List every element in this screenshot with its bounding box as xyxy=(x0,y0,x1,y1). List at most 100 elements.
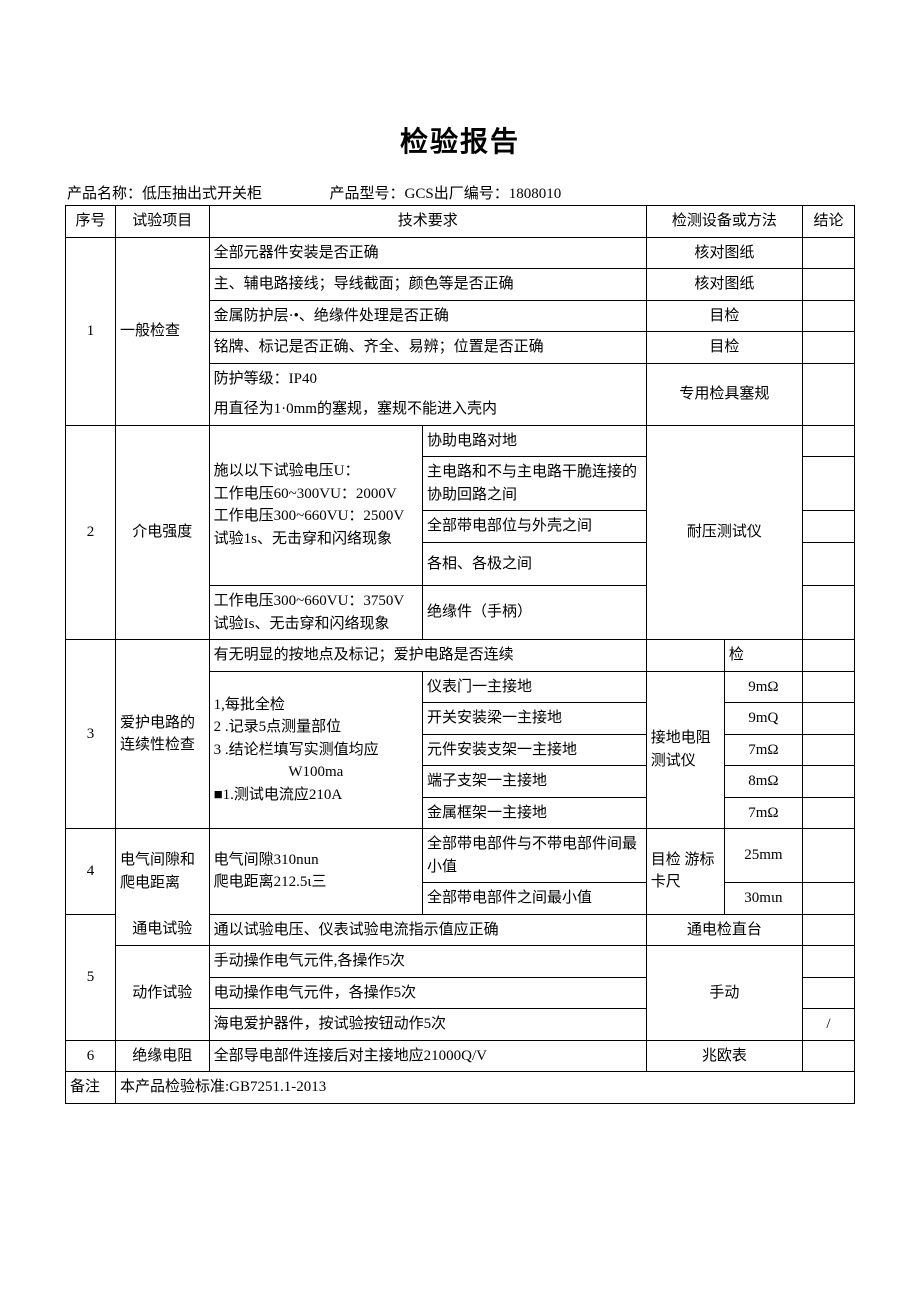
method-3-top: 检 xyxy=(724,640,802,672)
conc-1-2 xyxy=(802,269,854,301)
val-4-2: 30mιn xyxy=(724,883,802,915)
report-title: 检验报告 xyxy=(65,120,855,160)
header-method: 检测设备或方法 xyxy=(646,206,802,238)
req-3-top: 有无明显的按地点及标记；爱护电路是否连续 xyxy=(209,640,646,672)
seq-6: 6 xyxy=(66,1040,116,1072)
product-name-label: 产品名称： xyxy=(67,182,142,203)
req-4-left: 电气间隙310nun 爬电距离212.5ι三 xyxy=(209,829,422,915)
conc-5-2 xyxy=(802,977,854,1009)
req-4-left-b: 爬电距离212.5ι三 xyxy=(214,871,418,894)
table-row: 1 一般检查 全部元器件安装是否正确 核对图纸 xyxy=(66,237,855,269)
req-3-left-d: W100ma xyxy=(214,761,418,784)
req-2-left1d: 试验1s、无击穿和闪络现象 xyxy=(214,528,418,551)
req-2-right5: 绝缘件（手柄） xyxy=(423,586,647,640)
req-3-left: 1,每批全检 2 .记录5点测量部位 3 .结论栏填写实测值均应 W100ma … xyxy=(209,671,422,829)
method-1-4: 目检 xyxy=(646,332,802,364)
req-4-r2: 全部带电部件之间最小值 xyxy=(423,883,647,915)
conc-5-1 xyxy=(802,946,854,978)
seq-1: 1 xyxy=(66,237,116,425)
table-row: 5 通电试验 通以试验电压、仪表试验电流指示值应正确 通电检直台 xyxy=(66,914,855,946)
req-2-right1: 协助电路对地 xyxy=(423,425,647,457)
method-3: 接地电阻测试仪 xyxy=(646,671,724,829)
conc-4-1 xyxy=(802,829,854,883)
conc-1-4 xyxy=(802,332,854,364)
req-3-r3: 元件安装支架一主接地 xyxy=(423,734,647,766)
conc-3-5 xyxy=(802,797,854,829)
header-req: 技术要求 xyxy=(209,206,646,238)
item-4: 电气间隙和爬电距离 xyxy=(115,829,209,915)
req-2-left2b: 试验Is、无击穿和闪络现象 xyxy=(214,613,418,636)
val-3-4: 8mΩ xyxy=(724,766,802,798)
table-row: 6 绝缘电阻 全部导电部件连接后对主接地应21000Q/V 兆欧表 xyxy=(66,1040,855,1072)
inspection-table: 序号 试验项目 技术要求 检测设备或方法 结论 1 一般检查 全部元器件安装是否… xyxy=(65,205,855,1104)
req-3-left-b: 2 .记录5点测量部位 xyxy=(214,716,418,739)
req-3-r5: 金属框架一主接地 xyxy=(423,797,647,829)
item-5: 动作试验 xyxy=(115,946,209,1041)
item-6: 绝缘电阻 xyxy=(115,1040,209,1072)
req-5-r3: 海电爱护器件，按试验按钮动作5次 xyxy=(209,1009,646,1041)
item-3: 爱护电路的连续性检查 xyxy=(115,640,209,829)
product-model: GCS xyxy=(405,186,434,203)
conc-2-3 xyxy=(802,511,854,543)
conc-2-1 xyxy=(802,425,854,457)
req-3-r1: 仪表门一主接地 xyxy=(423,671,647,703)
seq-4: 4 xyxy=(66,829,116,915)
conc-3-top xyxy=(802,640,854,672)
req-6: 全部导电部件连接后对主接地应21000Q/V xyxy=(209,1040,646,1072)
product-info-line: 产品名称：低压抽出式开关柜 产品型号：GCS出厂编号：1808010 xyxy=(65,182,855,203)
method-4: 目检 游标卡尺 xyxy=(646,829,724,915)
req-1-1: 全部元器件安装是否正确 xyxy=(209,237,646,269)
item-1: 一般检查 xyxy=(115,237,209,425)
header-conc: 结论 xyxy=(802,206,854,238)
conc-2-2 xyxy=(802,457,854,511)
req-2-right2: 主电路和不与主电路干脆连接的协助回路之间 xyxy=(423,457,647,511)
conc-3-1 xyxy=(802,671,854,703)
conc-1-5 xyxy=(802,363,854,425)
method-5-top: 通电检直台 xyxy=(646,914,802,946)
table-header-row: 序号 试验项目 技术要求 检测设备或方法 结论 xyxy=(66,206,855,238)
req-5-r1: 手动操作电气元件,各操作5次 xyxy=(209,946,646,978)
method-1-3: 目检 xyxy=(646,300,802,332)
method-6: 兆欧表 xyxy=(646,1040,802,1072)
item-5-top: 通电试验 xyxy=(115,914,209,946)
product-serial: 1808010 xyxy=(509,186,562,203)
method-3-top-blank xyxy=(646,640,724,672)
product-serial-label: 出厂编号： xyxy=(434,182,509,203)
method-1-5: 专用检具塞规 xyxy=(646,363,802,425)
table-row-remark: 备注 本产品检验标准:GB7251.1-2013 xyxy=(66,1072,855,1104)
req-3-left-a: 1,每批全检 xyxy=(214,694,418,717)
req-4-r1: 全部带电部件与不带电部件间最小值 xyxy=(423,829,647,883)
val-3-1: 9mΩ xyxy=(724,671,802,703)
req-1-3: 金属防护层·•、绝缘件处理是否正确 xyxy=(209,300,646,332)
seq-3: 3 xyxy=(66,640,116,829)
conc-3-3 xyxy=(802,734,854,766)
table-row: 4 电气间隙和爬电距离 电气间隙310nun 爬电距离212.5ι三 全部带电部… xyxy=(66,829,855,883)
remark-text: 本产品检验标准:GB7251.1-2013 xyxy=(115,1072,854,1104)
req-3-left-c: 3 .结论栏填写实测值均应 xyxy=(214,739,418,762)
req-5-top: 通以试验电压、仪表试验电流指示值应正确 xyxy=(209,914,646,946)
seq-2: 2 xyxy=(66,425,116,640)
val-3-5: 7mΩ xyxy=(724,797,802,829)
req-1-5a: 防护等级：IP40 xyxy=(209,363,646,394)
conc-2-4 xyxy=(802,542,854,586)
req-5-r2: 电动操作电气元件，各操作5次 xyxy=(209,977,646,1009)
seq-5: 5 xyxy=(66,914,116,1040)
item-2: 介电强度 xyxy=(115,425,209,640)
conc-5-3: / xyxy=(802,1009,854,1041)
req-3-r2: 开关安装梁一主接地 xyxy=(423,703,647,735)
table-row: 动作试验 手动操作电气元件,各操作5次 手动 xyxy=(66,946,855,978)
method-5: 手动 xyxy=(646,946,802,1041)
table-row: 2 介电强度 施以以下试验电压U： 工作电压60~300VU：2000V 工作电… xyxy=(66,425,855,457)
req-3-r4: 端子支架一主接地 xyxy=(423,766,647,798)
header-item: 试验项目 xyxy=(115,206,209,238)
req-2-left2: 工作电压300~660VU：3750V 试验Is、无击穿和闪络现象 xyxy=(209,586,422,640)
method-1-1: 核对图纸 xyxy=(646,237,802,269)
req-2-left1: 施以以下试验电压U： 工作电压60~300VU：2000V 工作电压300~66… xyxy=(209,425,422,586)
conc-3-2 xyxy=(802,703,854,735)
table-row: 3 爱护电路的连续性检查 有无明显的按地点及标记；爱护电路是否连续 检 xyxy=(66,640,855,672)
req-2-left1a: 施以以下试验电压U： xyxy=(214,460,418,483)
conc-3-4 xyxy=(802,766,854,798)
req-2-right3: 全部带电部位与外壳之间 xyxy=(423,511,647,543)
req-1-2: 主、辅电路接线；导线截面；颜色等是否正确 xyxy=(209,269,646,301)
conc-4-2 xyxy=(802,883,854,915)
